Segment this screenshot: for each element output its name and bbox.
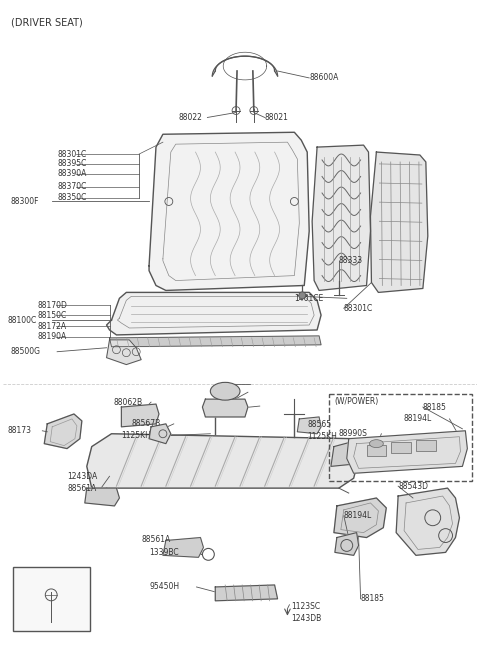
Polygon shape [347, 431, 468, 474]
Polygon shape [335, 533, 359, 555]
Polygon shape [85, 488, 120, 506]
Text: 88567B: 88567B [131, 419, 160, 428]
Bar [329, 394, 472, 481]
Bar [416, 440, 436, 451]
Text: 88543D: 88543D [398, 481, 428, 491]
Text: 1243DA: 1243DA [67, 472, 97, 481]
Polygon shape [109, 336, 321, 346]
Polygon shape [297, 417, 321, 434]
Text: 88172A: 88172A [37, 322, 67, 331]
Text: 88301C: 88301C [57, 149, 86, 159]
Text: 88190A: 88190A [37, 332, 67, 341]
Text: 88185: 88185 [360, 594, 384, 603]
Polygon shape [371, 152, 428, 292]
Polygon shape [396, 488, 459, 555]
Text: 88194L: 88194L [344, 512, 372, 520]
Polygon shape [87, 434, 359, 488]
Text: 88185: 88185 [423, 403, 447, 411]
Text: 88390A: 88390A [57, 169, 86, 178]
Bar [391, 441, 411, 453]
Text: 1125KH: 1125KH [307, 432, 337, 441]
Text: 88500G: 88500G [11, 347, 41, 356]
Text: 88083H: 88083H [218, 402, 248, 411]
Text: 88173: 88173 [8, 426, 32, 436]
Text: 88565: 88565 [307, 421, 331, 430]
Text: 88990S: 88990S [339, 429, 368, 438]
Text: 1339BC: 1339BC [149, 548, 179, 557]
Polygon shape [334, 498, 386, 538]
Text: 81385A: 81385A [18, 572, 50, 582]
Text: 88300F: 88300F [11, 197, 39, 206]
Text: 88395C: 88395C [57, 159, 86, 168]
Text: 1461CE: 1461CE [294, 294, 324, 303]
Text: (W/POWER): (W/POWER) [334, 397, 378, 405]
Text: 1125KH: 1125KH [121, 431, 151, 440]
Bar [367, 445, 386, 455]
Text: 88100C: 88100C [8, 316, 37, 325]
Text: 88022: 88022 [179, 113, 203, 122]
Text: 88561A: 88561A [141, 535, 170, 544]
Text: (DRIVER SEAT): (DRIVER SEAT) [11, 18, 83, 28]
Bar [12, 567, 90, 631]
Polygon shape [44, 414, 82, 449]
Text: 88170D: 88170D [37, 301, 67, 310]
Text: 88370C: 88370C [57, 182, 86, 191]
Polygon shape [216, 585, 277, 601]
Text: 1243DB: 1243DB [291, 614, 322, 623]
Ellipse shape [370, 440, 384, 447]
Polygon shape [107, 340, 141, 365]
Ellipse shape [210, 383, 240, 400]
Polygon shape [203, 399, 248, 417]
Text: 88333: 88333 [339, 256, 363, 265]
Polygon shape [149, 424, 171, 443]
Text: 88350C: 88350C [57, 193, 86, 202]
Text: 88062B: 88062B [113, 398, 143, 407]
Text: 88500G: 88500G [210, 388, 240, 397]
Polygon shape [107, 292, 321, 335]
Text: 88561A: 88561A [67, 483, 96, 493]
Polygon shape [121, 404, 159, 427]
Circle shape [299, 292, 306, 299]
Text: 88052B: 88052B [363, 456, 393, 465]
Text: 88150C: 88150C [37, 310, 67, 320]
Text: 88600A: 88600A [309, 73, 338, 83]
Polygon shape [312, 145, 371, 290]
Polygon shape [331, 439, 367, 466]
Polygon shape [163, 538, 204, 557]
Text: 88194L: 88194L [403, 415, 432, 423]
Text: 1123SC: 1123SC [291, 602, 321, 611]
Text: 88021: 88021 [264, 113, 288, 122]
Text: 88301C: 88301C [344, 304, 373, 312]
Text: 95450H: 95450H [149, 582, 179, 591]
Polygon shape [149, 132, 309, 290]
